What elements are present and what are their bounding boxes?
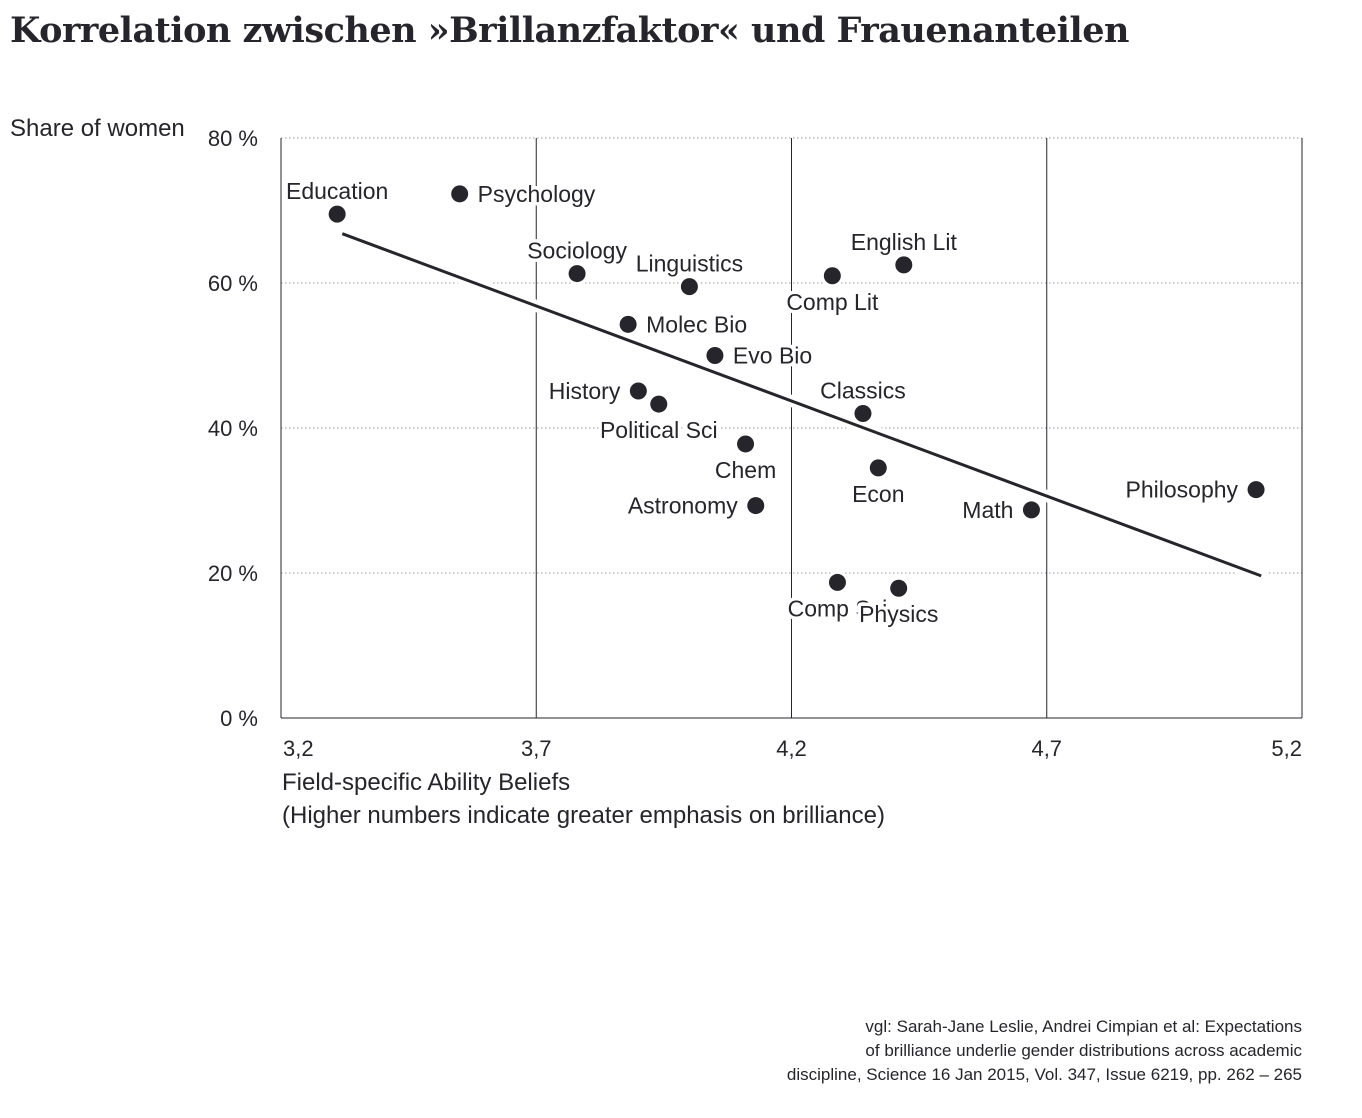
point-label-halo: Chem bbox=[715, 457, 776, 483]
point-label-halo: Econ bbox=[852, 481, 904, 507]
point-label: Comp Sci bbox=[788, 595, 888, 621]
x-axis-title-line-2: (Higher numbers indicate greater emphasi… bbox=[282, 802, 885, 829]
data-point bbox=[451, 185, 469, 203]
point-label: Education bbox=[286, 178, 388, 204]
point-label-halo: Education bbox=[286, 178, 388, 204]
source-line-2: of brilliance underlie gender distributi… bbox=[865, 1041, 1302, 1060]
point-label-halo: English Lit bbox=[851, 229, 958, 255]
y-tick-label: 0 % bbox=[220, 706, 258, 731]
point-label: Econ bbox=[852, 481, 904, 507]
source-line-3: discipline, Science 16 Jan 2015, Vol. 34… bbox=[786, 1065, 1302, 1084]
y-tick-label: 20 % bbox=[208, 561, 258, 586]
data-point bbox=[747, 497, 765, 515]
point-label: Philosophy bbox=[1126, 477, 1239, 503]
x-tick-label: 4,7 bbox=[1031, 736, 1062, 761]
data-point bbox=[1247, 481, 1265, 499]
point-label: English Lit bbox=[851, 229, 958, 255]
point-label-halo: Political Sci bbox=[600, 417, 718, 443]
x-axis-title: Field-specific Ability Beliefs (Higher n… bbox=[282, 766, 885, 832]
point-label: Molec Bio bbox=[646, 311, 747, 337]
point-label-halo: Classics bbox=[820, 378, 906, 404]
point-label: Chem bbox=[715, 457, 776, 483]
point-label: History bbox=[549, 378, 621, 404]
point-label-halo: Sociology bbox=[527, 238, 627, 264]
data-point bbox=[650, 395, 668, 413]
point-label-halo: Psychology bbox=[478, 181, 596, 207]
source-line-1: vgl: Sarah-Jane Leslie, Andrei Cimpian e… bbox=[865, 1017, 1302, 1036]
data-point bbox=[328, 205, 346, 223]
point-label-halo: Math bbox=[962, 497, 1013, 523]
point-label-halo: Comp Lit bbox=[786, 289, 879, 315]
x-tick-label: 3,7 bbox=[521, 736, 552, 761]
data-point bbox=[890, 579, 908, 597]
point-label-halo: History bbox=[549, 378, 621, 404]
x-tick-label: 4,2 bbox=[776, 736, 807, 761]
data-point bbox=[895, 256, 913, 274]
data-point bbox=[828, 573, 846, 591]
data-point bbox=[619, 315, 637, 333]
point-label-halo: Comp Sci bbox=[788, 595, 888, 621]
point-label-halo: Physics bbox=[859, 601, 938, 627]
point-label-halo: Astronomy bbox=[628, 493, 738, 519]
point-label: Psychology bbox=[478, 181, 596, 207]
x-tick-label: 3,2 bbox=[283, 736, 314, 761]
data-point bbox=[854, 405, 872, 422]
point-label-halo: Evo Bio bbox=[733, 343, 812, 369]
y-tick-label: 80 % bbox=[208, 126, 258, 151]
point-label-halo: Philosophy bbox=[1126, 477, 1239, 503]
y-tick-label: 40 % bbox=[208, 416, 258, 441]
data-point bbox=[869, 459, 887, 477]
y-tick-label: 60 % bbox=[208, 271, 258, 296]
point-label: Astronomy bbox=[628, 493, 738, 519]
point-label: Math bbox=[962, 497, 1013, 523]
data-point bbox=[568, 265, 586, 283]
point-label: Evo Bio bbox=[733, 343, 812, 369]
point-label-halo: Molec Bio bbox=[646, 311, 747, 337]
source-citation: vgl: Sarah-Jane Leslie, Andrei Cimpian e… bbox=[787, 1015, 1302, 1087]
x-tick-label: 5,2 bbox=[1271, 736, 1302, 761]
data-point bbox=[680, 278, 698, 296]
point-label: Sociology bbox=[527, 238, 627, 264]
point-label: Political Sci bbox=[600, 417, 718, 443]
x-axis-title-line-1: Field-specific Ability Beliefs bbox=[282, 769, 571, 796]
chart-title: Korrelation zwischen »Brillanzfaktor« un… bbox=[10, 10, 1129, 51]
point-label: Classics bbox=[820, 378, 906, 404]
data-point bbox=[1022, 501, 1040, 519]
data-point bbox=[737, 435, 755, 453]
point-label: Comp Lit bbox=[786, 289, 879, 315]
trendline bbox=[341, 232, 1262, 578]
point-label: Linguistics bbox=[636, 251, 743, 277]
data-point bbox=[823, 267, 841, 285]
point-label-halo: Linguistics bbox=[636, 251, 743, 277]
data-point bbox=[706, 347, 724, 364]
data-point bbox=[629, 382, 647, 400]
y-axis-title: Share of women bbox=[10, 115, 185, 142]
point-label: Physics bbox=[859, 601, 938, 627]
